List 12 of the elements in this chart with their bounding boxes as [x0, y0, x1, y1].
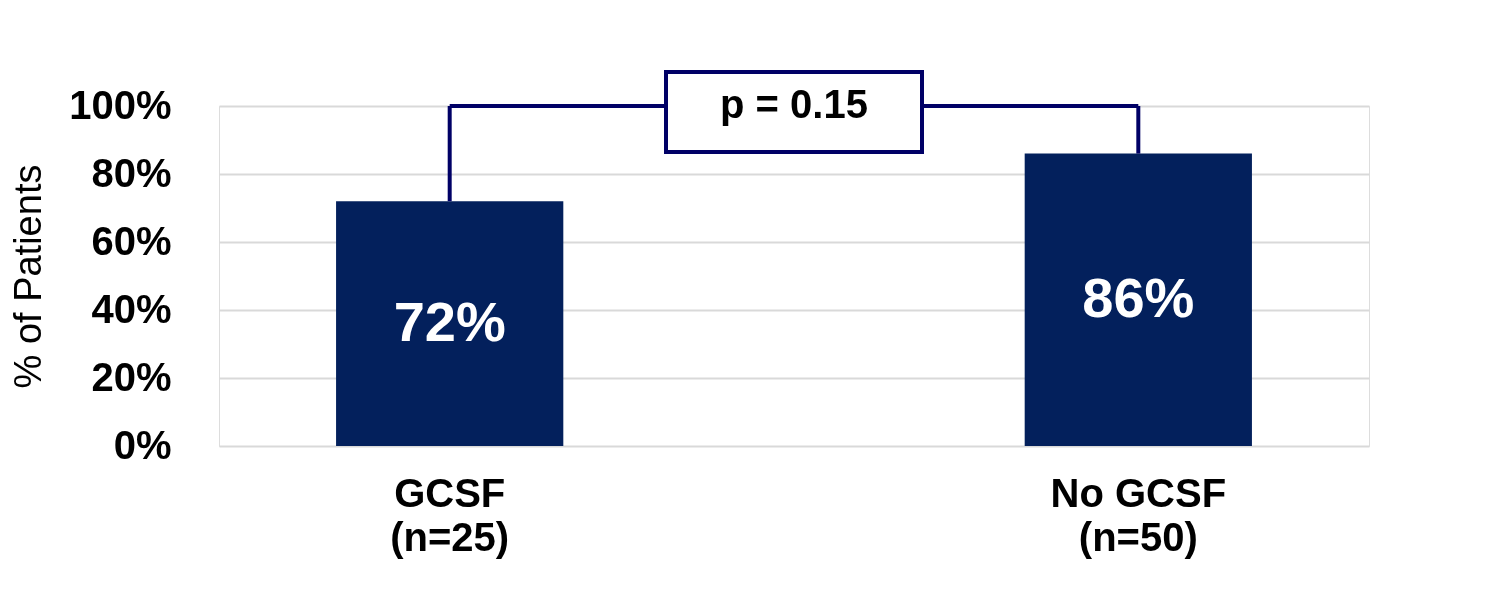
- y-tick-label: 0%: [113, 422, 172, 467]
- x-tick-label: GCSF (n=25): [390, 470, 510, 559]
- annotation: p = 0.15: [720, 82, 868, 126]
- y-tick-label: 80%: [91, 150, 172, 195]
- y-tick-label: 100%: [69, 82, 172, 127]
- x-tick-label: No GCSF (n=50): [1050, 470, 1227, 559]
- y-axis-title: % of Patients: [7, 164, 50, 389]
- y-tick-label: 60%: [91, 218, 172, 263]
- data-label: 86%: [1082, 265, 1195, 329]
- data-label: 72%: [393, 289, 506, 353]
- y-tick-label: 40%: [91, 286, 172, 331]
- y-tick-label: 20%: [91, 354, 172, 399]
